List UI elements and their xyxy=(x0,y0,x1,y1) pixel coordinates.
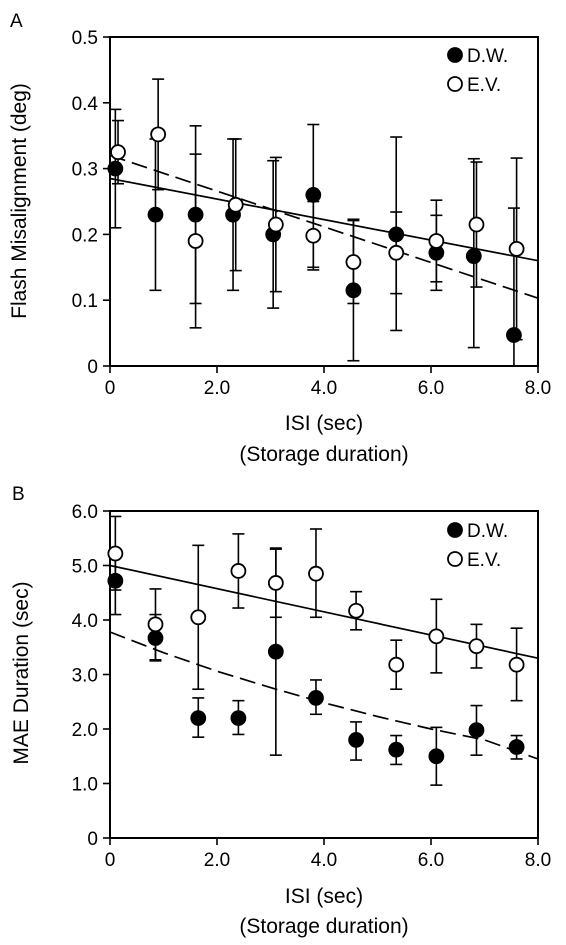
y-tick-label: 0.2 xyxy=(72,225,98,246)
y-tick-label: 5.0 xyxy=(72,557,98,578)
data-point-dw xyxy=(428,748,445,765)
data-point-dw xyxy=(468,722,485,738)
data-point-ev xyxy=(150,126,167,143)
data-point-dw xyxy=(388,226,405,243)
data-point-ev xyxy=(187,233,204,249)
y-axis-label: Flash Misalignment (deg) xyxy=(8,83,31,319)
y-axis-label: MAE Duration (sec) xyxy=(10,581,33,764)
data-point-dw xyxy=(267,643,284,660)
data-point-ev xyxy=(305,227,322,244)
data-point-dw xyxy=(107,160,124,177)
x-tick-label: 8.0 xyxy=(525,378,551,399)
x-axis-sublabel: (Storage duration) xyxy=(239,915,408,938)
error-bars xyxy=(109,78,523,367)
legend-filled-circle-marker xyxy=(447,47,463,63)
data-point-dw xyxy=(388,741,405,758)
data-point-ev xyxy=(230,563,247,579)
data-point-ev xyxy=(508,656,525,673)
panel-label: A xyxy=(10,11,23,32)
fit-lines xyxy=(109,154,539,300)
fit-line-ev xyxy=(109,154,539,300)
x-tick-label: 4.0 xyxy=(311,378,337,399)
legend-open-circle-marker xyxy=(447,551,463,567)
data-point-ev xyxy=(388,656,405,673)
legend-label-dw: D.W. xyxy=(467,46,508,67)
data-point-dw xyxy=(506,327,522,343)
panel-b: B 0 2.0 4.0 6.0 8.0 0 1.0 2.0 3.0 4.0 5.0 6.0 MAE D… xyxy=(10,484,551,938)
panel-a: A 0 2.0 4.0 6.0 8.0 0 0.1 0.2 0.3 0.4 0.5 Flash Mi… xyxy=(8,11,551,466)
y-tick-label: 0 xyxy=(87,357,98,378)
x-tick-label: 6.0 xyxy=(418,850,444,871)
axis-ticks: 0 2.0 4.0 6.0 8.0 0 0.1 0.2 0.3 0.4 0.5 xyxy=(72,28,552,399)
legend-label-dw: D.W. xyxy=(467,521,508,542)
data-point-dw xyxy=(345,282,362,299)
data-point-dw xyxy=(187,206,204,223)
x-axis-label: ISI (sec) xyxy=(285,885,363,908)
data-point-ev xyxy=(468,216,485,233)
data-point-ev xyxy=(428,628,445,645)
legend: D.W. E.V. xyxy=(447,521,508,571)
data-point-ev xyxy=(308,565,324,582)
data-point-ev xyxy=(227,196,244,213)
data-point-ev xyxy=(267,575,284,591)
y-tick-label: 0.1 xyxy=(72,291,98,312)
x-tick-label: 4.0 xyxy=(311,850,337,871)
data-point-ev xyxy=(267,216,284,233)
y-tick-label: 6.0 xyxy=(72,502,98,523)
x-tick-label: 2.0 xyxy=(204,378,230,399)
legend-label-ev: E.V. xyxy=(467,550,501,571)
data-point-ev xyxy=(348,602,365,619)
y-tick-label: 0.4 xyxy=(72,94,99,115)
y-tick-label: 0.5 xyxy=(72,28,98,49)
y-tick-label: 0.3 xyxy=(72,160,98,181)
x-tick-label: 0 xyxy=(105,850,116,871)
data-point-ev xyxy=(508,240,525,257)
data-point-dw xyxy=(147,630,164,646)
data-point-dw xyxy=(107,572,124,589)
fit-lines xyxy=(109,564,539,760)
data-points xyxy=(107,126,525,343)
x-axis-sublabel: (Storage duration) xyxy=(239,443,408,466)
data-point-dw xyxy=(190,710,207,726)
x-tick-label: 2.0 xyxy=(204,850,230,871)
panel-label: B xyxy=(12,484,25,505)
legend-label-ev: E.V. xyxy=(467,75,501,96)
y-tick-label: 0 xyxy=(87,829,98,850)
axis-ticks: 0 2.0 4.0 6.0 8.0 0 1.0 2.0 3.0 4.0 5.0 6.0 xyxy=(72,502,552,871)
x-axis-label: ISI (sec) xyxy=(285,412,363,435)
data-point-ev xyxy=(110,144,126,161)
data-point-dw xyxy=(348,732,365,748)
data-point-ev xyxy=(468,638,485,655)
data-point-dw xyxy=(308,690,324,706)
data-point-ev xyxy=(345,254,362,270)
y-tick-label: 2.0 xyxy=(72,720,98,741)
x-tick-label: 8.0 xyxy=(525,850,551,871)
y-tick-label: 4.0 xyxy=(72,611,98,632)
legend: D.W. E.V. xyxy=(447,46,508,96)
legend-open-circle-marker xyxy=(447,76,463,92)
data-point-ev xyxy=(388,244,405,261)
data-point-dw xyxy=(147,206,164,223)
data-points xyxy=(107,545,525,765)
data-point-ev xyxy=(428,233,445,249)
data-point-ev xyxy=(190,609,207,626)
x-tick-label: 0 xyxy=(105,378,116,399)
data-point-ev xyxy=(147,616,164,633)
fit-line-dw xyxy=(109,631,539,760)
data-point-ev xyxy=(107,545,124,562)
data-point-dw xyxy=(465,248,482,265)
fit-line-ev xyxy=(109,564,539,660)
data-point-dw xyxy=(230,710,247,726)
y-tick-label: 3.0 xyxy=(72,666,98,687)
fit-line-dw xyxy=(109,177,539,262)
data-point-dw xyxy=(508,739,525,755)
legend-filled-circle-marker xyxy=(447,522,463,538)
x-tick-label: 6.0 xyxy=(418,378,444,399)
data-point-dw xyxy=(305,187,322,203)
y-tick-label: 1.0 xyxy=(72,775,98,796)
